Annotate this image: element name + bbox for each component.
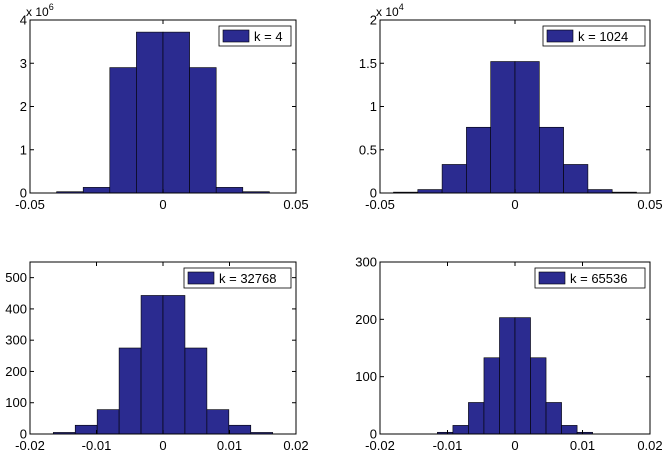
- axis-exponent-power: 4: [399, 2, 404, 12]
- histogram-bar: [514, 61, 540, 194]
- y-tick-label: 4: [20, 13, 27, 28]
- histogram-bar: [118, 347, 142, 435]
- x-tick-label: 0.05: [283, 197, 308, 212]
- y-tick-label: 100: [5, 395, 27, 410]
- histogram-bar: [109, 67, 137, 194]
- axis-exponent-label: x 104: [376, 2, 404, 19]
- histogram-bar: [96, 409, 120, 435]
- y-tick-label: 300: [355, 255, 377, 270]
- histogram-bar: [514, 317, 531, 435]
- y-tick-label: 1.5: [359, 56, 377, 71]
- histogram-bar: [441, 164, 467, 194]
- legend-label: k = 32768: [219, 271, 276, 286]
- y-tick-label: 0.5: [359, 142, 377, 157]
- y-tick-label: 300: [5, 333, 27, 348]
- x-tick-label: -0.02: [365, 438, 395, 450]
- histogram-bar: [74, 424, 98, 435]
- histogram-bar: [206, 409, 230, 435]
- x-tick-label: -0.05: [365, 197, 395, 212]
- histogram-bar: [587, 189, 613, 194]
- x-tick-label: 0.05: [637, 197, 662, 212]
- y-tick-label: 0: [370, 186, 377, 201]
- y-tick-label: 200: [5, 364, 27, 379]
- y-tick-label: 200: [355, 312, 377, 327]
- axis-exponent-power: 6: [49, 2, 54, 12]
- histogram-panel-4: -0.02 -0.01 0 0.01 0.02 0 100 200 300 k = 65536: [355, 255, 662, 450]
- histogram-bar: [228, 424, 252, 435]
- x-tick-label: 0.01: [217, 438, 242, 450]
- histogram-bar: [452, 425, 469, 435]
- legend-label: k = 65536: [570, 271, 627, 286]
- histogram-bar: [530, 357, 547, 435]
- y-tick-label: 0: [20, 427, 27, 442]
- histogram-bar: [466, 126, 491, 194]
- x-tick-label: -0.01: [433, 438, 463, 450]
- x-tick-label: -0.01: [82, 438, 112, 450]
- y-tick-label: 2: [20, 99, 27, 114]
- legend-swatch: [538, 271, 566, 285]
- y-tick-label: 1: [20, 142, 27, 157]
- x-tick-label: -0.05: [15, 197, 45, 212]
- histogram-bar: [82, 187, 111, 194]
- x-tick-label: 0: [159, 197, 166, 212]
- histogram-bar: [215, 187, 244, 194]
- y-tick-label: 100: [355, 369, 377, 384]
- legend-label: k = 1024: [578, 29, 628, 44]
- histogram-bar: [417, 189, 443, 194]
- y-tick-label: 0: [370, 427, 377, 442]
- y-tick-label: 1: [370, 99, 377, 114]
- histogram-bar: [483, 357, 500, 435]
- x-tick-label: 0.01: [570, 438, 595, 450]
- histogram-bar: [563, 164, 589, 194]
- legend-swatch: [187, 271, 215, 285]
- y-tick-label: 0: [20, 186, 27, 201]
- legend-label: k = 4: [254, 29, 283, 44]
- x-tick-label: 0: [511, 197, 518, 212]
- histogram-bar: [490, 61, 516, 194]
- x-tick-label: 0: [159, 438, 166, 450]
- y-tick-label: 400: [5, 301, 27, 316]
- x-tick-label: -0.02: [15, 438, 45, 450]
- histogram-bar: [189, 67, 217, 194]
- y-tick-label: 500: [5, 270, 27, 285]
- histogram-panel-3: -0.02 -0.01 0 0.01 0.02 0 100 200 300 400 500 k = 3…: [5, 261, 309, 450]
- legend-swatch: [222, 29, 250, 43]
- y-tick-label: 2: [370, 13, 377, 28]
- legend-swatch: [546, 29, 574, 43]
- x-tick-label: 0: [511, 438, 518, 450]
- y-tick-label: 3: [20, 56, 27, 71]
- histogram-bar: [162, 295, 186, 435]
- histogram-bar: [499, 317, 516, 435]
- histogram-bar: [136, 31, 164, 194]
- histogram-bar: [561, 425, 578, 435]
- histogram-bar: [140, 295, 164, 435]
- histogram-bar: [468, 402, 485, 435]
- axis-exponent-label: x 106: [26, 2, 54, 19]
- histogram-bar: [162, 31, 190, 194]
- x-tick-label: 0.02: [637, 438, 662, 450]
- histogram-bar: [538, 126, 564, 194]
- histogram-bar: [545, 402, 562, 435]
- histogram-bar: [184, 347, 208, 435]
- x-tick-label: 0.02: [283, 438, 308, 450]
